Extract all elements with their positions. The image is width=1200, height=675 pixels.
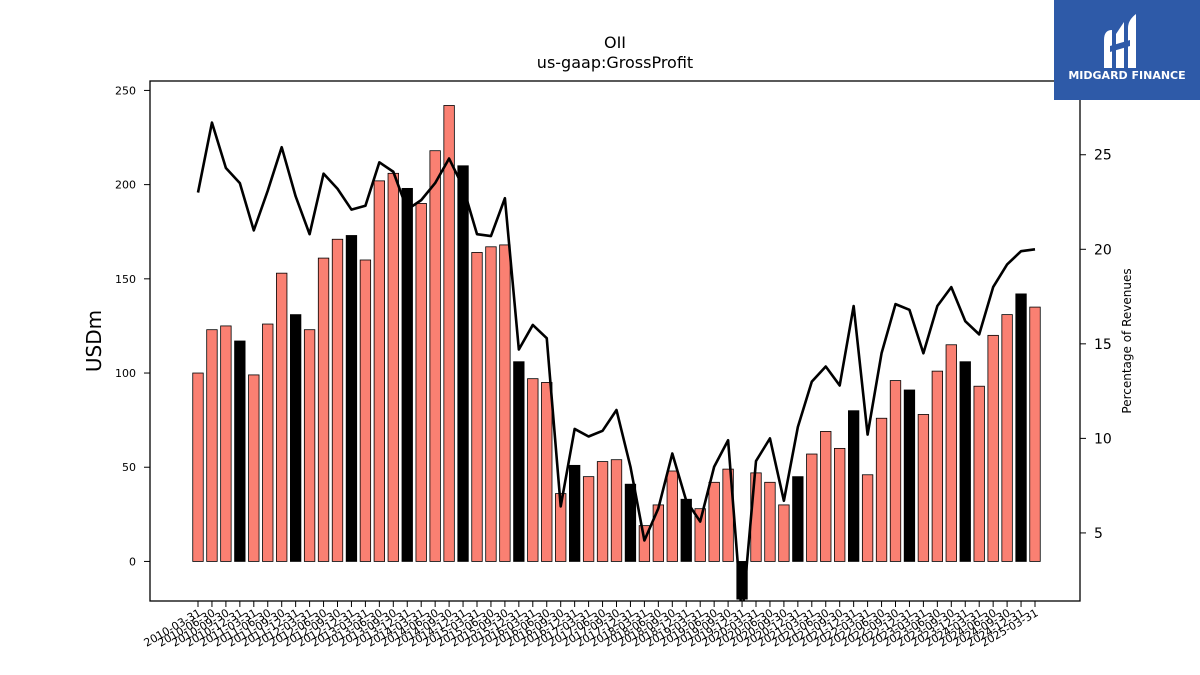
bar-mark <box>262 323 274 562</box>
bar-mark <box>987 334 999 562</box>
bar-mark <box>889 380 902 562</box>
y-tick-label: 50 <box>122 461 136 474</box>
bar-mark <box>917 414 930 562</box>
bar-mark <box>694 508 706 562</box>
bar-mark <box>806 453 818 562</box>
y-tick-label: 100 <box>115 367 136 380</box>
bar-mark <box>652 504 664 562</box>
y2-tick-label: 25 <box>1094 148 1112 164</box>
bar-mark <box>401 187 413 562</box>
bar-mark <box>778 504 790 562</box>
bar-mark <box>220 325 232 562</box>
line-layer <box>196 121 1036 601</box>
bar-mark <box>317 257 330 562</box>
bar-mark <box>289 314 302 562</box>
bar-mark <box>485 246 497 562</box>
bar-mark <box>820 431 832 562</box>
y2-tick-label: 15 <box>1094 337 1112 353</box>
bar-mark <box>457 165 469 562</box>
bar-mark <box>666 470 678 562</box>
chart-title: OII <box>604 33 626 52</box>
bar-mark <box>345 235 358 562</box>
bar-mark <box>248 374 260 562</box>
bar-mark <box>848 410 860 562</box>
bar-mark <box>764 481 776 562</box>
bar-mark <box>1029 306 1041 562</box>
bar-mark <box>373 180 386 562</box>
bar-mark <box>1001 314 1013 562</box>
brand-logo: MIDGARD FINANCE <box>1054 0 1200 100</box>
bar-mark <box>387 172 399 562</box>
bar-mark <box>834 447 846 562</box>
bar-mark <box>861 474 874 562</box>
bar-mark <box>1015 293 1027 562</box>
bar-mark <box>276 272 288 562</box>
bar-mark <box>708 481 720 562</box>
bar-mark <box>624 483 637 562</box>
bar-mark <box>973 385 985 562</box>
brand-logo-mark <box>1104 14 1136 68</box>
y-axis-label: USDm <box>82 310 106 372</box>
bar-mark <box>750 472 762 562</box>
percent-line <box>196 121 1036 601</box>
bar-mark <box>931 370 943 562</box>
bar-mark <box>234 340 246 562</box>
bar-mark <box>596 461 609 562</box>
bar-mark <box>875 417 888 562</box>
y2-axis-label: Percentage of Revenues <box>1120 268 1134 413</box>
bar-mark <box>792 476 804 562</box>
y-tick-label: 200 <box>115 179 136 192</box>
bar-mark <box>443 105 455 562</box>
y2-tick-label: 10 <box>1094 431 1112 447</box>
bars-layer <box>192 105 1041 600</box>
y2-tick-label: 20 <box>1094 242 1112 258</box>
bar-mark <box>206 329 218 562</box>
bar-mark <box>303 329 316 562</box>
bar-mark <box>736 561 748 600</box>
bar-mark <box>471 252 483 562</box>
bar-mark <box>499 244 511 562</box>
bar-mark <box>429 150 441 562</box>
bar-mark <box>331 238 344 562</box>
bar-mark <box>513 361 525 562</box>
bar-mark <box>527 378 539 562</box>
bar-mark <box>638 525 651 562</box>
bar-mark <box>582 476 595 562</box>
bar-mark <box>541 382 553 562</box>
axes-layer: 0501001502002505101520252010-03-312010-0… <box>115 80 1112 650</box>
bar-mark <box>359 259 372 562</box>
bar-mark <box>959 361 971 562</box>
y-tick-label: 150 <box>115 273 136 286</box>
bar-mark <box>569 464 581 562</box>
y2-tick-label: 5 <box>1094 526 1103 542</box>
y-tick-label: 250 <box>115 84 136 97</box>
bar-mark <box>903 389 916 562</box>
bar-mark <box>415 203 427 562</box>
bar-mark <box>945 344 957 562</box>
brand-name: MIDGARD FINANCE <box>1068 69 1186 82</box>
y-tick-label: 0 <box>129 555 136 568</box>
chart-subtitle: us-gaap:GrossProfit <box>537 53 693 72</box>
plot-frame <box>149 80 1081 602</box>
bar-mark <box>610 459 623 562</box>
bar-mark <box>192 372 204 562</box>
